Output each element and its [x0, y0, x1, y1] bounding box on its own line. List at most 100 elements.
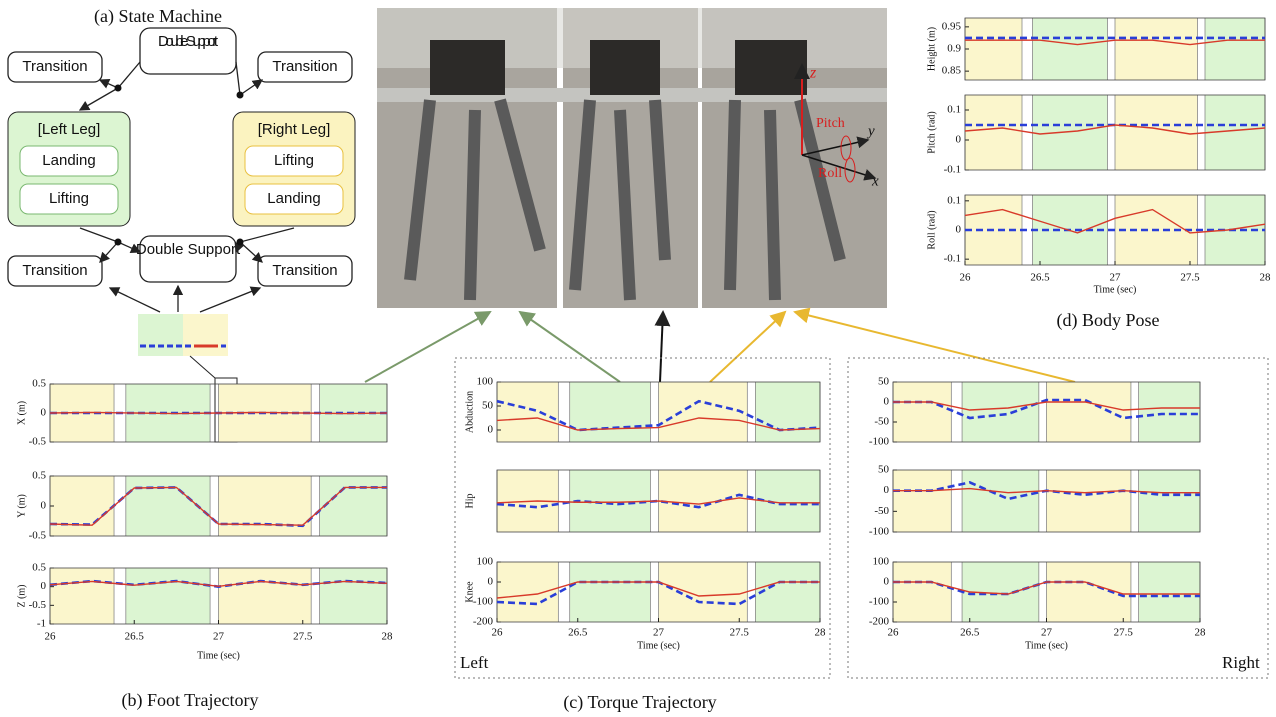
- x-tick-label: 26: [45, 631, 57, 643]
- caption: (b) Foot Trajectory: [122, 690, 259, 711]
- y-axis-label: X (m): [16, 401, 27, 425]
- node-label: Transition: [22, 58, 87, 75]
- y-tick-label: 100: [477, 376, 494, 388]
- phase-band: [893, 382, 951, 442]
- arrow: [100, 62, 140, 88]
- phase-band: [497, 382, 558, 442]
- y-tick-label: 0: [41, 580, 47, 592]
- junction: [115, 239, 122, 246]
- phase-band: [1047, 470, 1131, 532]
- y-tick-label: -0.5: [29, 436, 47, 448]
- y-tick-label: 50: [878, 464, 890, 476]
- arrow: [200, 288, 260, 312]
- phase-band: [893, 470, 951, 532]
- y-tick-label: 0: [488, 424, 494, 436]
- arrow: [80, 88, 118, 110]
- robot-body: [735, 40, 807, 95]
- arrow: [110, 288, 160, 312]
- arrow: [100, 242, 118, 262]
- y-tick-label: -0.1: [944, 164, 961, 176]
- y-tick-label: 50: [482, 400, 494, 412]
- arrow: [710, 312, 785, 382]
- robot-body: [430, 40, 505, 95]
- x-tick-label: 27: [213, 631, 225, 643]
- x-axis-label: Time (sec): [197, 650, 240, 661]
- label: Roll: [818, 166, 842, 181]
- y-tick-label: -100: [869, 526, 890, 538]
- x-tick-label: 26: [888, 627, 900, 639]
- robot-body: [590, 40, 660, 95]
- y-tick-label: 50: [878, 376, 890, 388]
- x-tick-label: 28: [1195, 627, 1207, 639]
- y-axis-label: Pitch (rad): [926, 111, 937, 154]
- y-tick-label: 0.9: [947, 43, 961, 55]
- phase-band: [1139, 382, 1200, 442]
- zoom-line: [190, 356, 215, 378]
- x-tick-label: 28: [815, 627, 827, 639]
- node-label: Transition: [22, 262, 87, 279]
- phase-band: [659, 470, 748, 532]
- y-axis-label: Height (m): [926, 27, 937, 71]
- arrow: [80, 228, 140, 252]
- phase-band: [1205, 18, 1265, 80]
- y-tick-label: -50: [874, 416, 889, 428]
- x-tick-label: 27.5: [1180, 272, 1200, 284]
- panel-label: Left: [460, 653, 489, 672]
- x-tick-label: 28: [1260, 272, 1272, 284]
- inset: [183, 314, 228, 356]
- y-tick-label: -100: [869, 436, 890, 448]
- label: Pitch: [816, 116, 845, 131]
- y-tick-label: 0.5: [32, 470, 46, 482]
- arrow: [365, 312, 490, 382]
- phase-band: [755, 562, 820, 622]
- y-tick-label: 0.95: [942, 20, 962, 32]
- phase-band: [570, 382, 651, 442]
- y-tick-label: 0: [884, 576, 890, 588]
- phase-band: [50, 568, 114, 624]
- label: y: [866, 123, 875, 139]
- arrow: [236, 228, 294, 252]
- y-tick-label: -200: [869, 616, 890, 628]
- y-tick-label: 0.5: [32, 378, 46, 390]
- phase-band: [1139, 470, 1200, 532]
- y-tick-label: 0: [884, 396, 890, 408]
- arrow: [660, 312, 663, 382]
- phase-band: [1115, 95, 1198, 170]
- phase-band: [659, 562, 748, 622]
- y-axis-label: Hip: [464, 494, 475, 509]
- node-label: Transition: [272, 58, 337, 75]
- x-tick-label: 26.5: [1030, 272, 1050, 284]
- x-tick-label: 26: [960, 272, 972, 284]
- node-label: Lifting: [49, 190, 89, 207]
- phase-band: [570, 562, 651, 622]
- y-tick-label: 0.1: [947, 104, 961, 116]
- x-tick-label: 27.5: [1114, 627, 1134, 639]
- node-label: Landing: [42, 152, 95, 169]
- phase-band: [962, 470, 1039, 532]
- node-label: Double Support: [136, 241, 241, 258]
- x-axis-label: Time (sec): [637, 640, 680, 651]
- phase-band: [1139, 562, 1200, 622]
- y-tick-label: 100: [873, 556, 890, 568]
- junction: [237, 92, 244, 99]
- node-label: Double Support: [158, 33, 219, 50]
- arrow: [795, 312, 1075, 382]
- x-tick-label: 28: [382, 631, 394, 643]
- y-axis-label: Knee: [464, 581, 475, 603]
- phase-band: [1033, 95, 1108, 170]
- phase-band: [965, 18, 1022, 80]
- phase-band: [659, 382, 748, 442]
- y-tick-label: -100: [869, 596, 890, 608]
- y-tick-label: 0.85: [942, 65, 962, 77]
- junction: [237, 239, 244, 246]
- phase-band: [1115, 18, 1198, 80]
- state-machine: (a) State Machine Transition Double Supp…: [8, 6, 355, 442]
- node-label: Lifting: [274, 152, 314, 169]
- y-tick-label: 100: [477, 556, 494, 568]
- y-tick-label: -50: [874, 505, 889, 517]
- phase-band: [1047, 382, 1131, 442]
- caption: (d) Body Pose: [1057, 310, 1160, 331]
- x-tick-label: 26: [492, 627, 504, 639]
- phase-band: [755, 382, 820, 442]
- figure: (a) State Machine Transition Double Supp…: [0, 0, 1276, 717]
